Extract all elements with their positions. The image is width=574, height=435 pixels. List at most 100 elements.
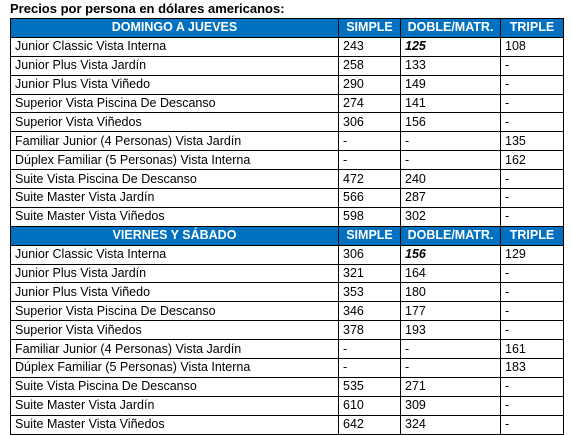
room-name-cell: Suite Master Vista Viñedos	[10, 206, 339, 227]
table-body: DOMINGO A JUEVES SIMPLE DOBLE/MATR. TRIPLE J…	[10, 18, 564, 435]
price-cell: -	[338, 131, 401, 152]
header-cell: SIMPLE	[338, 18, 401, 38]
room-name-cell: Junior Plus Vista Viñedo	[10, 74, 339, 95]
price-cell: 302	[400, 206, 501, 227]
price-cell: -	[500, 112, 564, 133]
table-row: Dúplex Familiar (5 Personas) Vista Inter…	[10, 150, 564, 171]
room-name-cell: Junior Classic Vista Interna	[10, 244, 339, 265]
price-cell: 180	[400, 282, 501, 303]
price-cell: -	[500, 395, 564, 416]
price-cell: 161	[500, 339, 564, 360]
room-name-cell: Familiar Junior (4 Personas) Vista Jardí…	[10, 131, 339, 152]
price-table: DOMINGO A JUEVES SIMPLE DOBLE/MATR. TRIPLE J…	[10, 18, 564, 435]
price-cell: -	[500, 263, 564, 284]
price-cell: 309	[400, 395, 501, 416]
price-cell: 125	[400, 36, 501, 57]
price-cell: 156	[400, 112, 501, 133]
room-name-cell: Superior Vista Piscina De Descanso	[10, 93, 339, 114]
price-cell: 141	[400, 93, 501, 114]
header-cell: TRIPLE	[500, 225, 564, 246]
table-row: Familiar Junior (4 Personas) Vista Jardí…	[10, 339, 564, 360]
price-cell: 346	[338, 301, 401, 322]
room-name-cell: Suite Master Vista Jardín	[10, 188, 339, 208]
price-cell: 133	[400, 55, 501, 76]
price-cell: -	[400, 339, 501, 360]
room-name-cell: Superior Vista Piscina De Descanso	[10, 301, 339, 322]
price-cell: -	[338, 150, 401, 171]
price-cell: 258	[338, 55, 401, 76]
table-row: Dúplex Familiar (5 Personas) Vista Inter…	[10, 358, 564, 378]
price-cell: -	[500, 74, 564, 95]
price-cell: -	[338, 358, 401, 378]
table-row: Superior Vista Piscina De Descanso 346 177…	[10, 301, 564, 322]
room-name-cell: Superior Vista Viñedos	[10, 112, 339, 133]
price-cell: -	[400, 131, 501, 152]
price-cell: -	[500, 320, 564, 341]
table-row: Junior Classic Vista Interna 243 125 108	[10, 36, 564, 57]
price-cell: 535	[338, 376, 401, 397]
room-name-cell: Junior Plus Vista Jardín	[10, 55, 339, 76]
price-cell: 378	[338, 320, 401, 341]
price-cell: 243	[338, 36, 401, 57]
room-name-cell: Suite Master Vista Viñedos	[10, 414, 339, 435]
price-cell: 472	[338, 169, 401, 190]
table-row: Junior Plus Vista Jardín 258 133-	[10, 55, 564, 76]
header-cell: DOMINGO A JUEVES	[10, 18, 339, 38]
table-row: Suite Master Vista Jardín 610 309-	[10, 395, 564, 416]
price-cell: 108	[500, 36, 564, 57]
table-row: Familiar Junior (4 Personas) Vista Jardí…	[10, 131, 564, 152]
table-row: Superior Vista Viñedos 306 156-	[10, 112, 564, 133]
table-row: Suite Master Vista Jardín 566 287-	[10, 188, 564, 208]
price-cell: -	[338, 339, 401, 360]
price-cell: -	[500, 282, 564, 303]
price-cell: 162	[500, 150, 564, 171]
price-cell: -	[500, 93, 564, 114]
price-cell: 240	[400, 169, 501, 190]
header-cell: DOBLE/MATR.	[400, 18, 501, 38]
header-cell: DOBLE/MATR.	[400, 225, 501, 246]
room-name-cell: Familiar Junior (4 Personas) Vista Jardí…	[10, 339, 339, 360]
price-cell: 271	[400, 376, 501, 397]
price-cell: -	[500, 188, 564, 208]
price-cell: -	[500, 301, 564, 322]
room-name-cell: Junior Classic Vista Interna	[10, 36, 339, 57]
section-header-row: VIERNES Y SÁBADO SIMPLE DOBLE/MATR. TRIPLE	[10, 225, 564, 246]
price-cell: 324	[400, 414, 501, 435]
price-cell: 642	[338, 414, 401, 435]
price-cell: 306	[338, 112, 401, 133]
table-row: Superior Vista Viñedos 378 193-	[10, 320, 564, 341]
price-cell: 183	[500, 358, 564, 378]
price-cell: 610	[338, 395, 401, 416]
price-cell: -	[400, 150, 501, 171]
price-cell: 149	[400, 74, 501, 95]
price-cell: 164	[400, 263, 501, 284]
price-cell: 290	[338, 74, 401, 95]
price-cell: -	[500, 169, 564, 190]
price-cell: 321	[338, 263, 401, 284]
table-row: Junior Plus Vista Jardín 321 164-	[10, 263, 564, 284]
room-name-cell: Junior Plus Vista Viñedo	[10, 282, 339, 303]
table-row: Suite Vista Piscina De Descanso 535 271-	[10, 376, 564, 397]
price-cell: -	[500, 206, 564, 227]
room-name-cell: Junior Plus Vista Jardín	[10, 263, 339, 284]
table-row: Suite Master Vista Viñedos 642 324-	[10, 414, 564, 435]
price-cell: 156	[400, 244, 501, 265]
price-cell: -	[500, 414, 564, 435]
price-cell: 598	[338, 206, 401, 227]
price-cell: 306	[338, 244, 401, 265]
table-row: Junior Plus Vista Viñedo 353 180-	[10, 282, 564, 303]
room-name-cell: Superior Vista Viñedos	[10, 320, 339, 341]
room-name-cell: Dúplex Familiar (5 Personas) Vista Inter…	[10, 150, 339, 171]
price-cell: 129	[500, 244, 564, 265]
price-cell: -	[500, 55, 564, 76]
header-cell: VIERNES Y SÁBADO	[10, 225, 339, 246]
section-header-row: DOMINGO A JUEVES SIMPLE DOBLE/MATR. TRIPLE	[10, 18, 564, 38]
table-row: Junior Plus Vista Viñedo 290 149-	[10, 74, 564, 95]
header-cell: TRIPLE	[500, 18, 564, 38]
price-cell: 193	[400, 320, 501, 341]
table-row: Suite Master Vista Viñedos 598 302-	[10, 206, 564, 227]
price-cell: -	[400, 358, 501, 378]
table-row: Suite Vista Piscina De Descanso 472 240-	[10, 169, 564, 190]
price-cell: 135	[500, 131, 564, 152]
price-cell: 566	[338, 188, 401, 208]
